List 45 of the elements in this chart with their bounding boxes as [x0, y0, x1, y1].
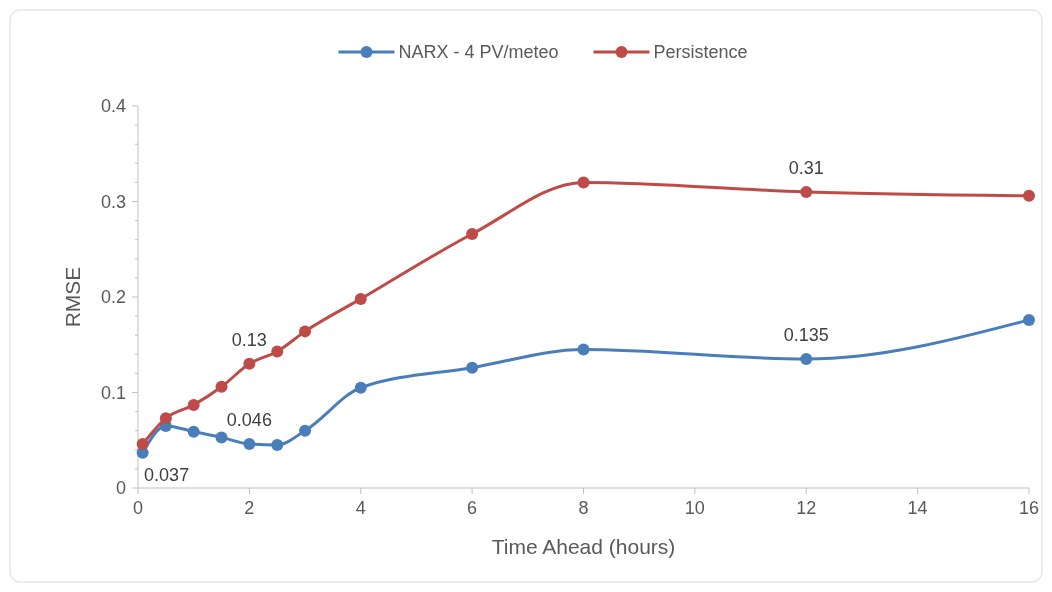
- legend-label: NARX - 4 PV/meteo: [398, 42, 559, 63]
- y-tick-label: 0.3: [100, 191, 126, 212]
- point: [187, 398, 200, 411]
- data-label: 0.13: [231, 329, 267, 350]
- point: [243, 357, 256, 370]
- point: [187, 425, 200, 438]
- x-tick-label: 8: [578, 498, 589, 518]
- x-tick-label: 14: [907, 498, 928, 518]
- y-tick-label: 0.2: [100, 287, 126, 308]
- x-tick-label: 4: [355, 498, 366, 518]
- data-label: 0.135: [783, 325, 829, 346]
- data-label: 0.31: [788, 157, 824, 178]
- y-axis-title: RMSE: [61, 266, 84, 328]
- point: [466, 227, 479, 240]
- point: [354, 292, 367, 305]
- x-tick-label: 16: [1018, 498, 1040, 518]
- point: [299, 424, 312, 437]
- point: [136, 438, 149, 451]
- x-tick-label: 0: [132, 498, 144, 518]
- point: [466, 361, 479, 374]
- point: [577, 176, 590, 189]
- x-tick-label: 12: [796, 498, 817, 518]
- point: [800, 353, 813, 366]
- data-label: 0.037: [144, 464, 190, 485]
- point: [215, 380, 228, 393]
- point: [215, 431, 228, 444]
- point: [271, 345, 284, 358]
- point: [159, 412, 172, 425]
- legend-label: Persistence: [653, 42, 748, 63]
- point: [1023, 313, 1035, 326]
- x-axis-title: Time Ahead (hours): [491, 535, 676, 558]
- point: [243, 438, 256, 451]
- point: [800, 185, 813, 198]
- point: [577, 343, 590, 356]
- point: [271, 439, 284, 452]
- y-tick-label: 0.1: [100, 382, 126, 403]
- data-label: 0.046: [226, 410, 272, 431]
- point: [299, 325, 312, 338]
- x-tick-label: 10: [684, 498, 705, 518]
- x-tick-label: 6: [467, 498, 478, 518]
- point: [1023, 189, 1035, 202]
- y-tick-label: 0: [115, 478, 126, 499]
- x-tick-label: 2: [244, 498, 255, 518]
- point: [354, 381, 367, 394]
- y-tick-label: 0.4: [100, 96, 126, 117]
